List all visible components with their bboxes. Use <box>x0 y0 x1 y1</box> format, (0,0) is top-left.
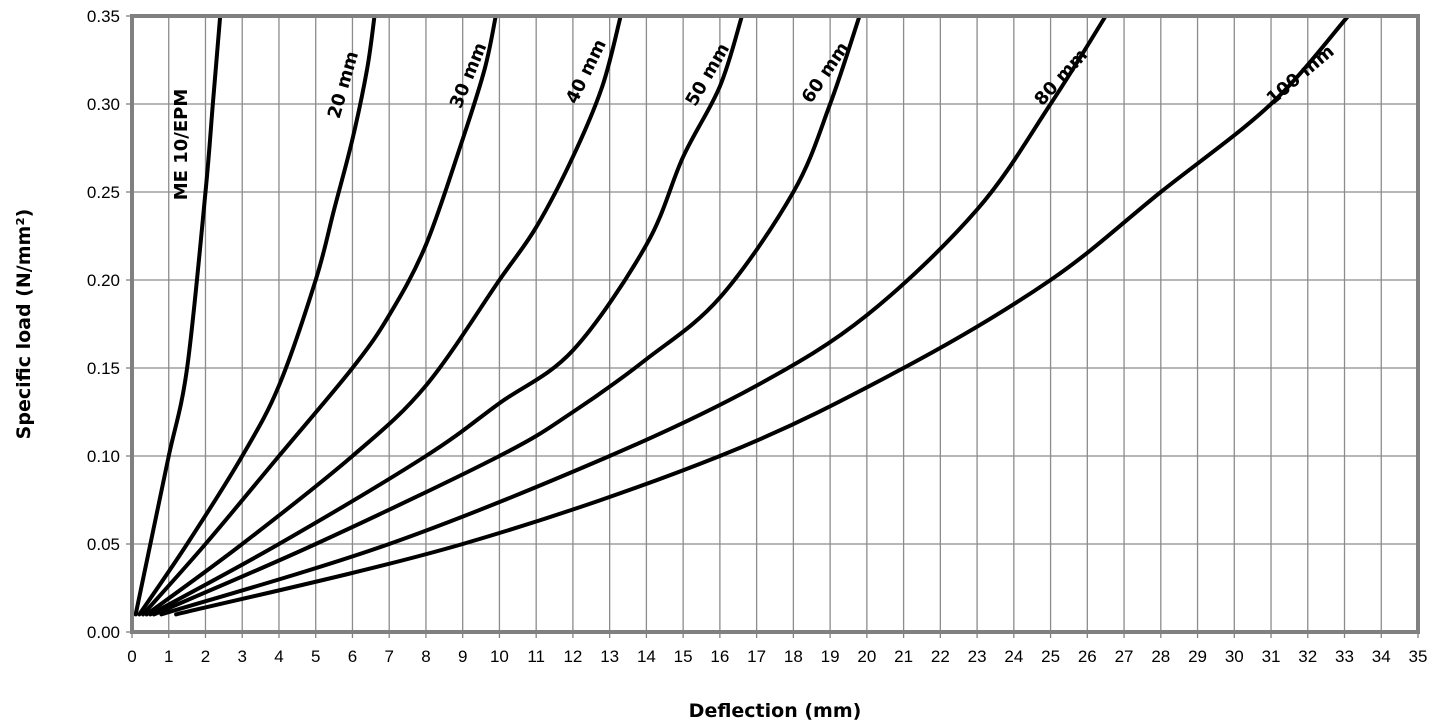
x-tick-label: 17 <box>747 647 766 666</box>
x-tick-label: 3 <box>237 647 246 666</box>
x-tick-label: 31 <box>1262 647 1281 666</box>
curve-label: ME 10/EPM <box>171 89 192 201</box>
x-tick-label: 33 <box>1335 647 1354 666</box>
series-line <box>152 14 862 617</box>
x-tick-label: 26 <box>1078 647 1097 666</box>
x-tick-label: 18 <box>784 647 803 666</box>
y-tick-labels: 0.00 0.05 0.10 0.15 0.20 0.25 0.30 0.35 <box>87 7 120 642</box>
y-tick-label: 0.20 <box>87 271 120 290</box>
x-axis-title: Deflection (mm) <box>689 700 862 722</box>
x-tick-label: 19 <box>821 647 840 666</box>
series-line <box>141 14 498 617</box>
series-line <box>133 14 223 617</box>
x-tick-label: 34 <box>1372 647 1391 666</box>
series-line <box>144 14 623 617</box>
x-tick-label: 0 <box>127 647 136 666</box>
x-tick-label: 6 <box>348 647 357 666</box>
x-tick-label: 10 <box>490 647 509 666</box>
x-tick-label: 15 <box>674 647 693 666</box>
x-tick-label: 29 <box>1188 647 1207 666</box>
x-tick-label: 27 <box>1115 647 1134 666</box>
y-tick-label: 0.30 <box>87 95 120 114</box>
x-tick-label: 24 <box>1004 647 1023 666</box>
y-tick-label: 0.00 <box>87 623 120 642</box>
series-line <box>137 14 377 617</box>
x-tick-label: 35 <box>1409 647 1428 666</box>
x-tick-label: 21 <box>894 647 913 666</box>
y-tick-label: 0.05 <box>87 535 120 554</box>
x-tick-label: 5 <box>311 647 320 666</box>
x-tick-label: 2 <box>201 647 210 666</box>
x-tick-label: 14 <box>637 647 656 666</box>
curve-label: 40 mm <box>562 36 611 107</box>
y-tick-label: 0.25 <box>87 183 120 202</box>
x-tick-label: 23 <box>968 647 987 666</box>
series-line <box>148 14 744 617</box>
x-tick-label: 8 <box>421 647 430 666</box>
x-tick-label: 28 <box>1151 647 1170 666</box>
series-line <box>159 14 1108 617</box>
series-line <box>174 14 1351 617</box>
x-tick-label: 1 <box>164 647 173 666</box>
x-tick-label: 30 <box>1225 647 1244 666</box>
y-tick-label: 0.35 <box>87 7 120 26</box>
y-tick-label: 0.15 <box>87 359 120 378</box>
x-tick-label: 20 <box>857 647 876 666</box>
x-tick-label: 22 <box>931 647 950 666</box>
curve-label: 60 mm <box>798 38 854 107</box>
x-tick-label: 11 <box>527 647 545 666</box>
curve-label: 80 mm <box>1030 45 1092 110</box>
plot-frame <box>130 14 1420 634</box>
series-group <box>133 14 1351 617</box>
x-tick-label: 32 <box>1298 647 1317 666</box>
x-tick-label: 9 <box>458 647 467 666</box>
x-tick-label: 7 <box>384 647 393 666</box>
y-axis-title: Specific load (N/mm²) <box>13 209 35 440</box>
x-tick-label: 4 <box>274 647 283 666</box>
x-tick-label: 13 <box>600 647 619 666</box>
x-tick-label: 16 <box>710 647 729 666</box>
grid <box>126 15 1419 638</box>
x-tick-labels: 0 1 2 3 4 5 6 7 8 9 10 11 12 13 14 15 16 17 18 19 20 21 22 23 24… <box>127 647 1427 666</box>
x-tick-label: 12 <box>563 647 582 666</box>
y-tick-label: 0.10 <box>87 447 120 466</box>
curve-label: 100 mm <box>1263 41 1339 109</box>
x-tick-label: 25 <box>1041 647 1060 666</box>
